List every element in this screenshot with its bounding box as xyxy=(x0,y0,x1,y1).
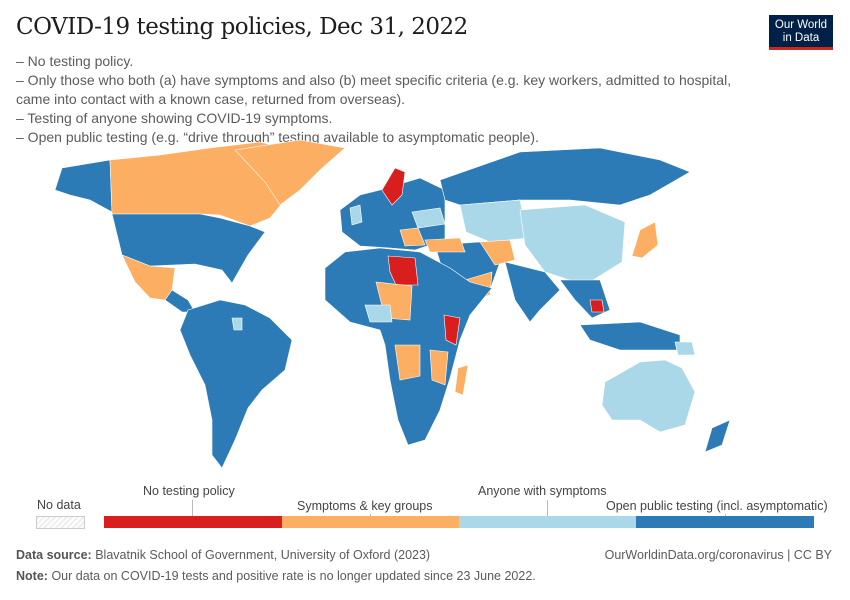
legend-no-data-label: No data xyxy=(37,498,81,512)
region-greenland[interactable] xyxy=(234,140,346,206)
region-french-guiana[interactable] xyxy=(231,317,243,331)
region-mozambique[interactable] xyxy=(429,349,449,386)
legend-tick xyxy=(725,514,726,516)
legend-swatch-anyone-symptoms[interactable] xyxy=(459,516,636,528)
legend-label-open-testing: Open public testing (incl. asymptomatic) xyxy=(606,499,828,513)
legend: No data No testing policy Symptoms & key… xyxy=(0,470,850,535)
subtitle-line: – Testing of anyone showing COVID-19 sym… xyxy=(16,110,333,126)
region-central-asia[interactable] xyxy=(459,199,529,243)
region-china[interactable] xyxy=(519,204,626,286)
region-australia[interactable] xyxy=(601,359,696,433)
region-ukraine[interactable] xyxy=(411,207,446,229)
region-kenya[interactable] xyxy=(443,314,461,346)
region-afghanistan[interactable] xyxy=(479,239,516,266)
logo-text: Our World xyxy=(774,19,828,31)
data-source: Data source: Blavatnik School of Governm… xyxy=(16,548,430,562)
region-japan[interactable] xyxy=(631,221,659,259)
region-alaska[interactable] xyxy=(54,159,113,213)
legend-swatch-open-testing[interactable] xyxy=(636,516,814,528)
legend-swatch-key-groups[interactable] xyxy=(282,516,459,528)
region-png[interactable] xyxy=(674,341,696,356)
region-west-africa[interactable] xyxy=(364,304,393,323)
legend-tick xyxy=(192,500,193,516)
owid-link[interactable]: OurWorldinData.org/coronavirus | CC BY xyxy=(604,548,832,562)
owid-logo[interactable]: Our World in Data xyxy=(769,15,833,50)
source-text[interactable]: Blavatnik School of Government, Universi… xyxy=(95,548,431,562)
region-congo[interactable] xyxy=(394,344,421,381)
region-russia[interactable] xyxy=(439,147,691,206)
region-libya[interactable] xyxy=(387,255,419,286)
world-map xyxy=(54,140,731,469)
chart-subtitle: – No testing policy. – Only those who bo… xyxy=(16,52,736,147)
legend-tick xyxy=(547,500,548,516)
region-balkans[interactable] xyxy=(399,227,426,247)
note: Note: Our data on COVID-19 tests and pos… xyxy=(16,569,536,583)
source-label: Data source: xyxy=(16,548,92,562)
region-new-zealand[interactable] xyxy=(704,419,731,453)
legend-swatch-no-testing[interactable] xyxy=(104,516,282,528)
region-cambodia[interactable] xyxy=(589,299,605,313)
region-uk[interactable] xyxy=(349,204,363,226)
subtitle-line: – No testing policy. xyxy=(16,53,134,69)
region-south-asia[interactable] xyxy=(504,261,561,323)
region-central-america[interactable] xyxy=(164,289,196,313)
note-text: Our data on COVID-19 tests and positive … xyxy=(51,569,536,583)
chart-title: COVID-19 testing policies, Dec 31, 2022 xyxy=(16,14,468,40)
legend-label-no-testing: No testing policy xyxy=(143,484,235,498)
legend-label-anyone-symptoms: Anyone with symptoms xyxy=(478,484,607,498)
region-iraq-syria[interactable] xyxy=(424,237,466,253)
region-sweden[interactable] xyxy=(381,167,406,206)
region-south-america[interactable] xyxy=(179,299,293,469)
subtitle-line: – Open public testing (e.g. “drive throu… xyxy=(16,129,539,145)
subtitle-line: – Only those who both (a) have symptoms … xyxy=(16,72,732,107)
legend-tick xyxy=(370,514,371,516)
logo-text: in Data xyxy=(782,32,820,44)
legend-no-data-swatch[interactable] xyxy=(36,516,85,529)
region-madagascar[interactable] xyxy=(454,364,469,396)
legend-label-key-groups: Symptoms & key groups xyxy=(297,499,433,513)
region-indonesia[interactable] xyxy=(579,321,681,351)
note-label: Note: xyxy=(16,569,48,583)
